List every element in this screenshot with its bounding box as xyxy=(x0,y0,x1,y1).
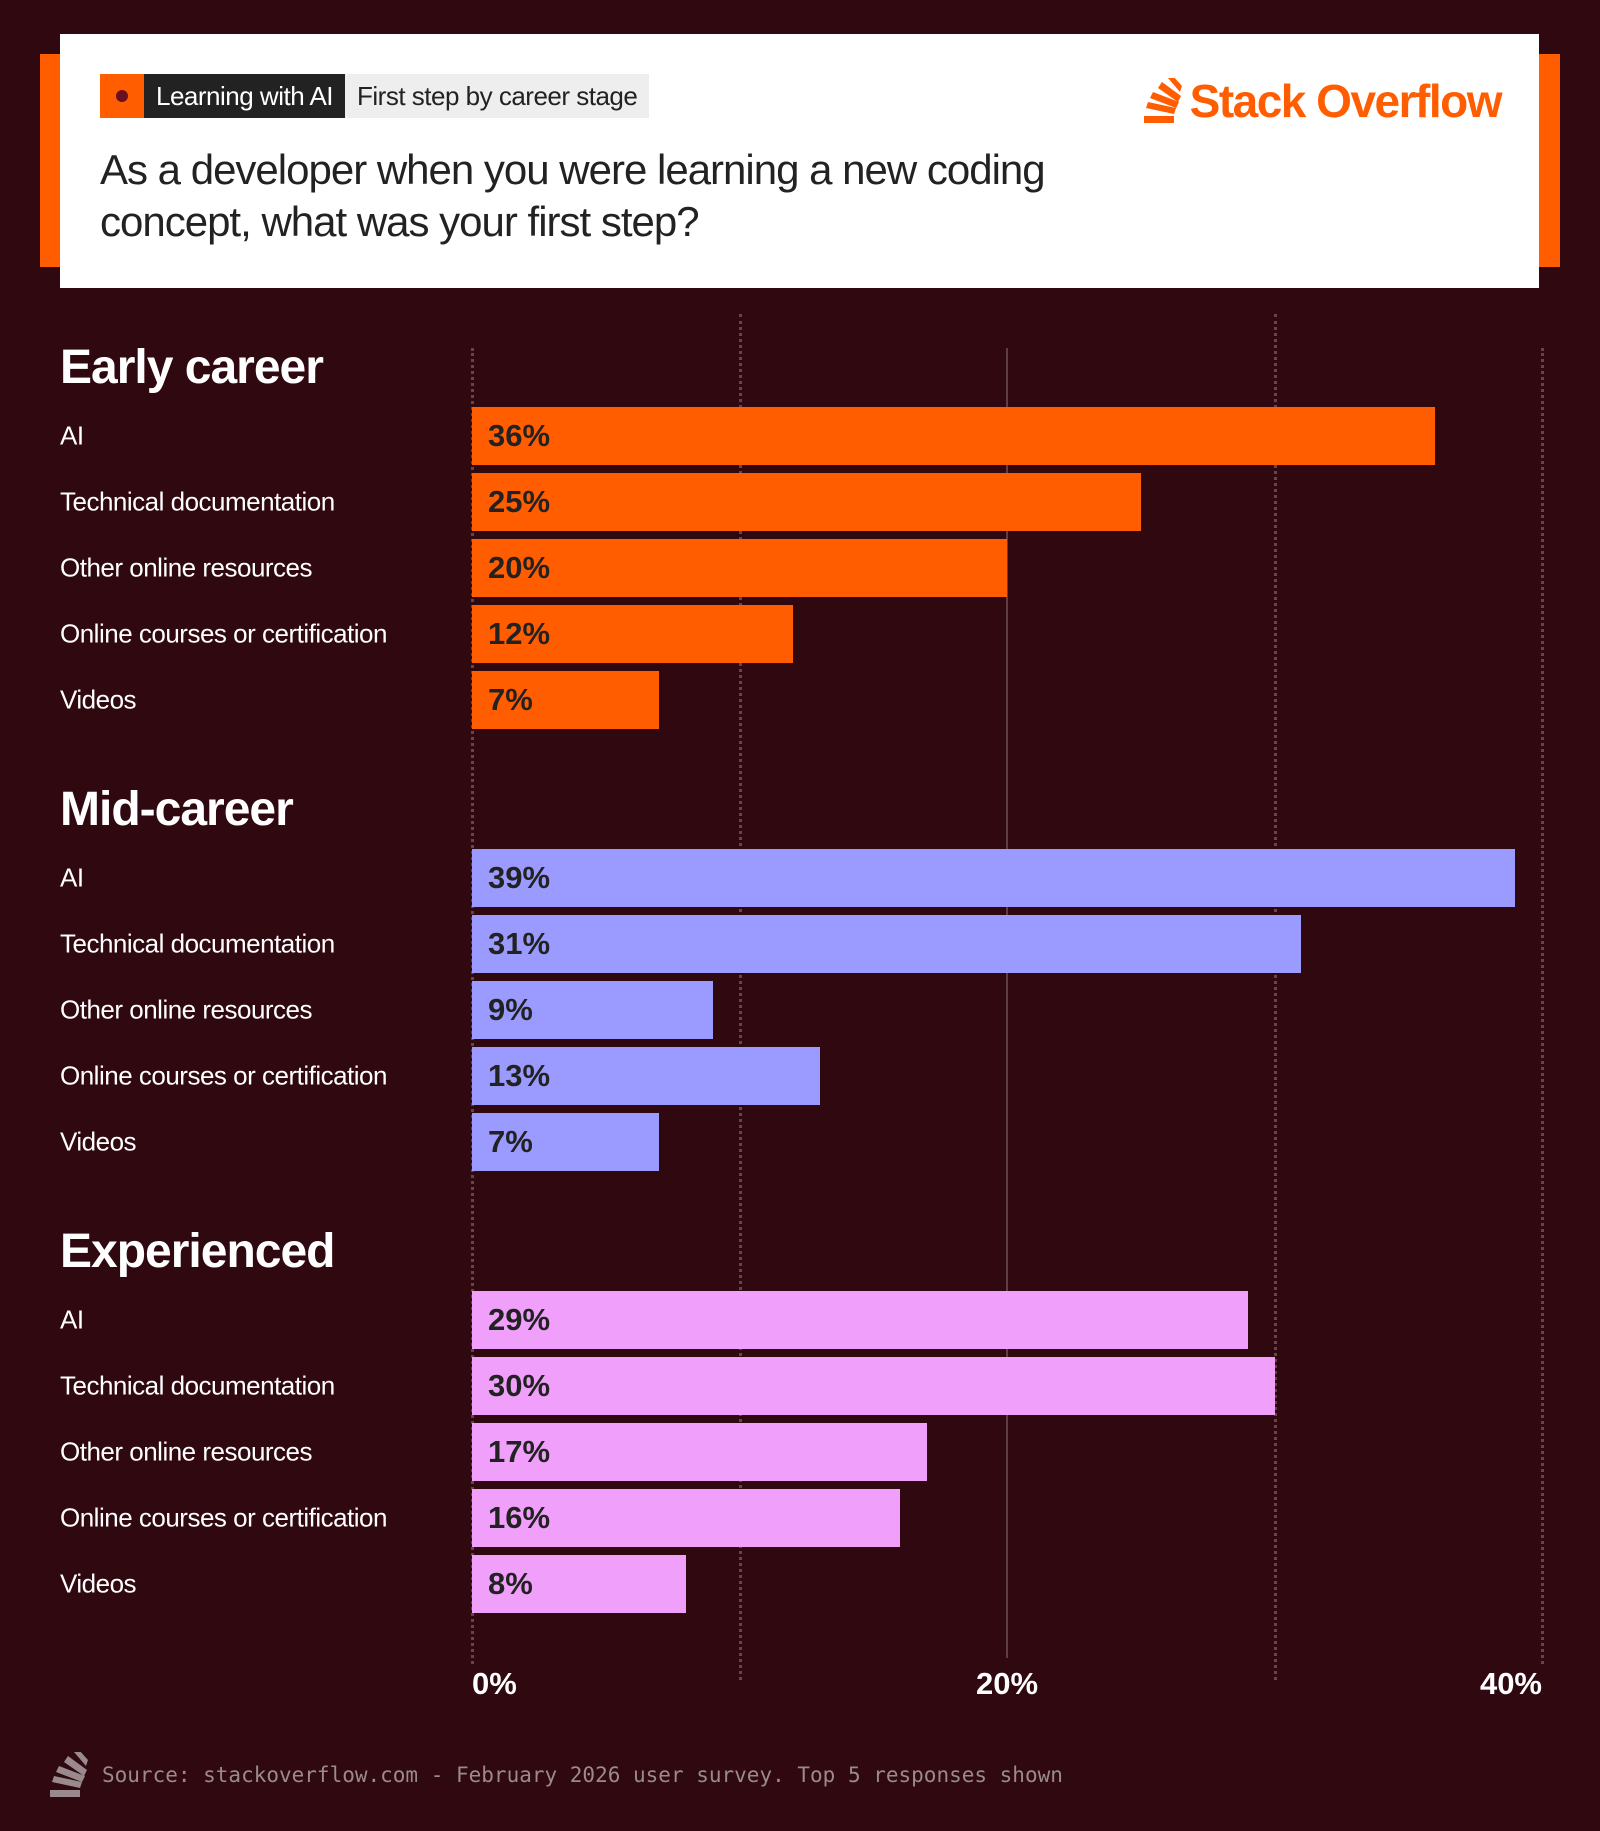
stack-overflow-icon xyxy=(50,1752,88,1797)
bar: 13% xyxy=(472,1047,820,1105)
gridline xyxy=(1006,348,1008,1658)
category-label: Online courses or certification xyxy=(60,1502,387,1533)
x-tick-label: 0% xyxy=(472,1666,517,1701)
bar: 39% xyxy=(472,849,1516,907)
category-label: Technical documentation xyxy=(60,928,335,959)
category-label: Other online resources xyxy=(60,994,313,1025)
gridline xyxy=(1273,314,1277,1680)
footer: Source: stackoverflow.com - February 202… xyxy=(50,1752,1063,1798)
x-tick-label: 20% xyxy=(975,1666,1039,1701)
bar: 30% xyxy=(472,1357,1275,1415)
accent-bar-left xyxy=(40,54,62,267)
bar: 16% xyxy=(472,1489,900,1547)
data-label: 9% xyxy=(488,992,533,1027)
category-label: Online courses or certification xyxy=(60,1060,387,1091)
stack-overflow-icon xyxy=(1143,78,1182,123)
stack-overflow-logo: Stack Overflow xyxy=(1143,74,1503,128)
bar: 25% xyxy=(472,473,1141,531)
data-label: 7% xyxy=(488,682,533,717)
category-label: AI xyxy=(60,1304,84,1335)
accent-bar-right xyxy=(1538,54,1560,267)
bar: 29% xyxy=(472,1291,1248,1349)
tag-secondary: First step by career stage xyxy=(345,74,650,118)
section-title: Mid-career xyxy=(60,783,294,836)
bar: 36% xyxy=(472,407,1435,465)
category-label: Other online resources xyxy=(60,552,313,583)
section-title: Early career xyxy=(60,341,324,394)
tag-marker xyxy=(100,74,144,118)
category-label: Technical documentation xyxy=(60,486,335,517)
topic-tag: Learning with AI First step by career st… xyxy=(100,74,650,118)
section-title: Experienced xyxy=(60,1225,335,1278)
logo-text: Stack Overflow xyxy=(1189,75,1503,127)
category-label: AI xyxy=(60,862,84,893)
data-label: 12% xyxy=(488,616,551,651)
gridline xyxy=(738,314,742,1680)
data-label: 36% xyxy=(488,418,551,453)
bar: 7% xyxy=(472,1113,660,1171)
category-label: Videos xyxy=(60,684,137,715)
bar: 9% xyxy=(472,981,713,1039)
bar: 8% xyxy=(472,1555,686,1613)
data-label: 29% xyxy=(488,1302,551,1337)
gridline xyxy=(1541,348,1544,1664)
category-label: Online courses or certification xyxy=(60,618,387,649)
category-label: Videos xyxy=(60,1126,137,1157)
source-note: Source: stackoverflow.com - February 202… xyxy=(102,1763,1063,1787)
bar: 31% xyxy=(472,915,1302,973)
category-label: AI xyxy=(60,420,84,451)
dot-icon xyxy=(116,90,128,102)
bar: 12% xyxy=(472,605,793,663)
category-label: Videos xyxy=(60,1568,137,1599)
data-label: 13% xyxy=(488,1058,551,1093)
x-tick-label: 40% xyxy=(1479,1666,1542,1701)
data-label: 25% xyxy=(488,484,551,519)
header-card: Learning with AI First step by career st… xyxy=(60,34,1539,288)
question-title: As a developer when you were learning a … xyxy=(100,146,1046,245)
data-label: 20% xyxy=(488,550,551,585)
bar: 20% xyxy=(472,539,1007,597)
tag-primary: Learning with AI xyxy=(144,74,346,118)
category-label: Other online resources xyxy=(60,1436,313,1467)
data-label: 7% xyxy=(488,1124,533,1159)
data-label: 16% xyxy=(488,1500,551,1535)
category-label: Technical documentation xyxy=(60,1370,335,1401)
data-label: 8% xyxy=(488,1566,533,1601)
data-label: 17% xyxy=(488,1434,551,1469)
bar: 7% xyxy=(472,671,660,729)
data-label: 39% xyxy=(488,860,551,895)
data-label: 31% xyxy=(488,926,551,961)
data-label: 30% xyxy=(488,1368,551,1403)
bar: 17% xyxy=(472,1423,927,1481)
